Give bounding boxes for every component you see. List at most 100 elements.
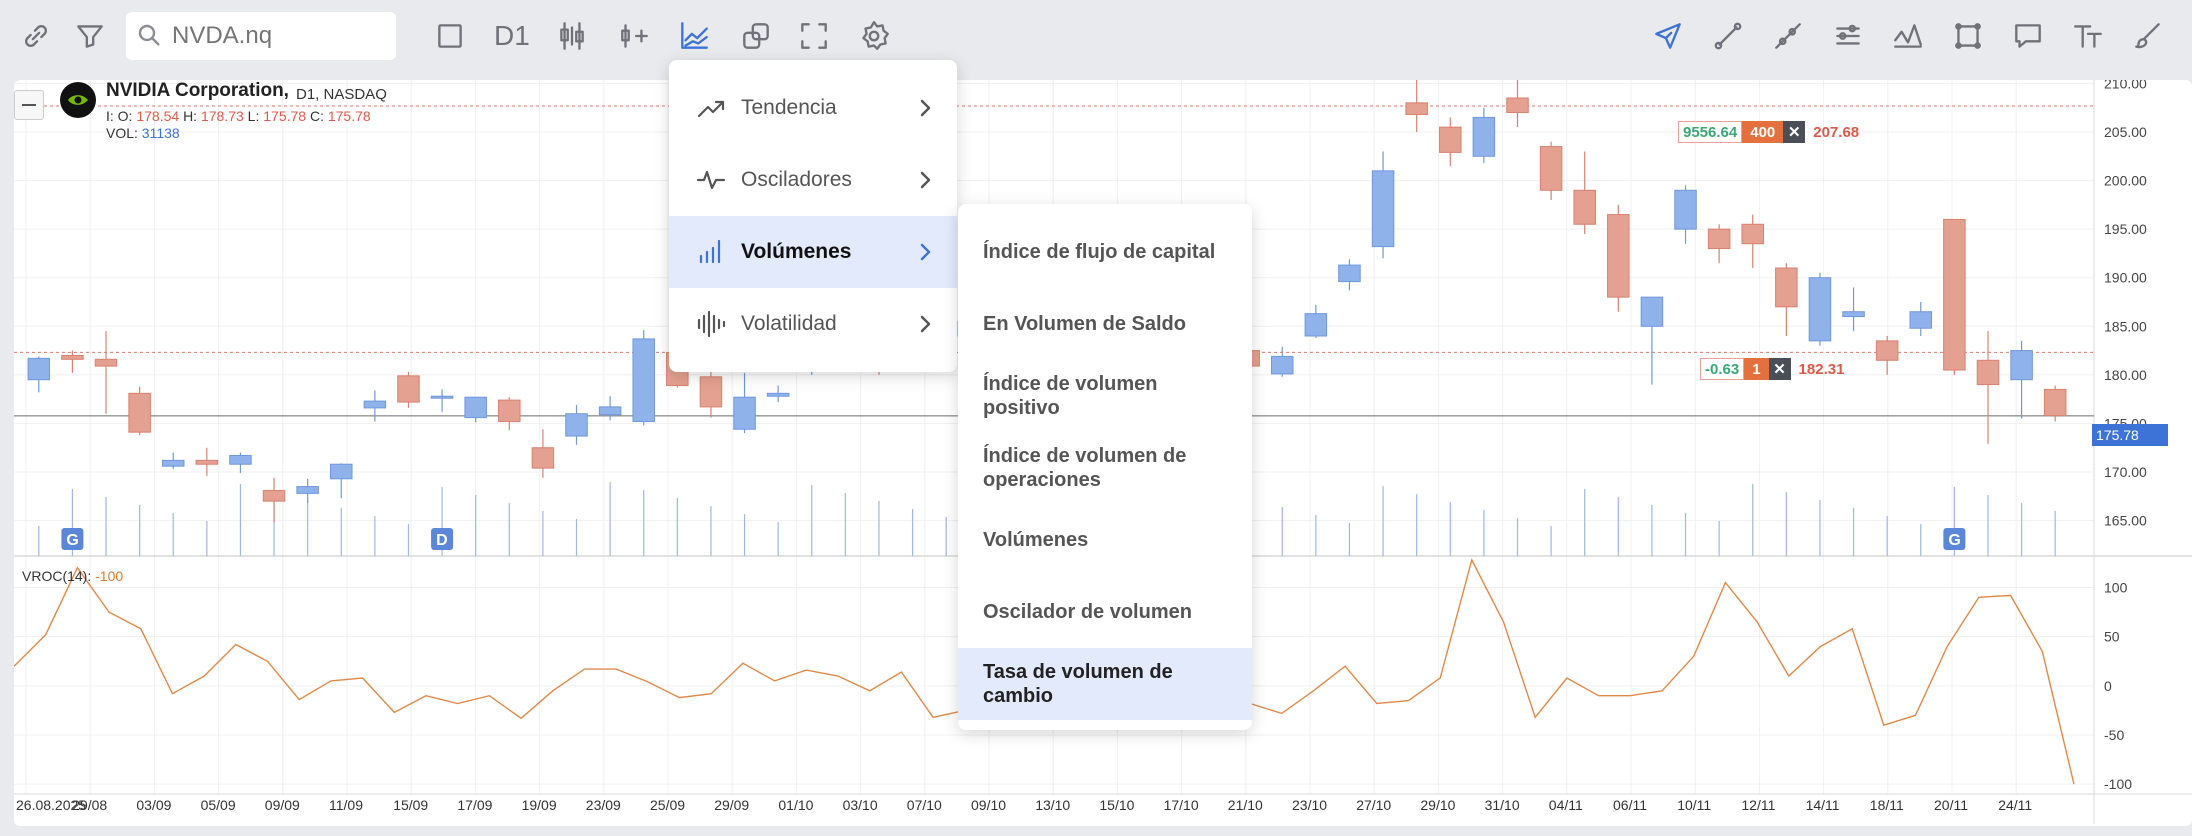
x-tick-label: 10/11 bbox=[1677, 797, 1711, 813]
candle-body bbox=[1943, 218, 1966, 371]
y-tick-label: 195.00 bbox=[2104, 221, 2147, 237]
submenu-item[interactable]: En Volumen de Saldo bbox=[983, 313, 1186, 335]
x-tick-label: 29/08 bbox=[72, 797, 107, 813]
osc-y-tick-label: 50 bbox=[2104, 629, 2120, 645]
add-indicator-icon[interactable] bbox=[612, 14, 656, 58]
candle-body bbox=[1741, 223, 1764, 245]
event-marker-label: D bbox=[436, 532, 448, 549]
candle-body bbox=[1506, 97, 1529, 114]
oscillator-icon bbox=[695, 164, 727, 196]
channel-icon[interactable] bbox=[1826, 14, 1870, 58]
x-tick-label: 14/11 bbox=[1806, 797, 1840, 813]
vroc-indicator-label: VROC(14): -100 bbox=[22, 568, 123, 584]
candle-body bbox=[1439, 126, 1462, 153]
gear-icon[interactable] bbox=[852, 14, 896, 58]
menu-item-osciladores[interactable]: Osciladores bbox=[669, 144, 957, 216]
submenu-item[interactable]: Índice de volumen positivo bbox=[983, 373, 1158, 419]
ohlc-close: 175.78 bbox=[327, 108, 371, 124]
wave-icon[interactable] bbox=[1886, 14, 1930, 58]
x-tick-label: 15/09 bbox=[393, 797, 428, 813]
candlestick-icon[interactable] bbox=[550, 14, 594, 58]
line-icon[interactable] bbox=[1706, 14, 1750, 58]
submenu-item[interactable]: Índice de flujo de capital bbox=[983, 241, 1216, 263]
y-tick-label: 185.00 bbox=[2104, 318, 2147, 334]
indicators-icon[interactable] bbox=[672, 14, 716, 58]
fullscreen-icon[interactable] bbox=[792, 14, 836, 58]
rectangle-icon[interactable] bbox=[1946, 14, 1990, 58]
candle-body bbox=[2043, 388, 2067, 417]
order-qty[interactable]: 1 bbox=[1744, 358, 1769, 380]
y-tick-label: 200.00 bbox=[2104, 173, 2147, 189]
order-qty[interactable]: 400 bbox=[1742, 121, 1784, 143]
candle-body bbox=[1707, 228, 1731, 250]
event-marker bbox=[61, 528, 84, 550]
submenu-item[interactable]: Oscilador de volumen bbox=[983, 601, 1192, 623]
ohlc-values: I: O: 178.54 H: 178.73 L: 175.78 C: 175.… bbox=[106, 108, 371, 124]
filter-icon[interactable] bbox=[68, 14, 112, 58]
vroc-name: VROC(14): bbox=[22, 568, 92, 584]
candle-body bbox=[1808, 277, 1832, 342]
instrument-meta: D1, NASDAQ bbox=[296, 86, 387, 103]
candle-body bbox=[1270, 355, 1294, 375]
candle-body bbox=[161, 459, 185, 467]
y-tick-label: 190.00 bbox=[2104, 270, 2147, 286]
candle-body bbox=[397, 375, 420, 403]
volume-value: VOL: 31138 bbox=[106, 125, 180, 141]
close-order-icon[interactable]: ✕ bbox=[1768, 358, 1791, 380]
candle-body bbox=[1338, 264, 1361, 283]
order-price[interactable]: 9556.64 bbox=[1678, 121, 1743, 143]
x-tick-label: 09/09 bbox=[265, 797, 300, 813]
close-order-icon[interactable]: ✕ bbox=[1783, 121, 1806, 143]
link-icon[interactable] bbox=[14, 14, 58, 58]
y-tick-label: 205.00 bbox=[2104, 124, 2147, 140]
candle-body bbox=[1909, 311, 1933, 329]
volume-number: 31138 bbox=[141, 125, 180, 141]
x-tick-label: 12/11 bbox=[1741, 797, 1775, 813]
search-box[interactable] bbox=[126, 12, 396, 60]
candle-body bbox=[1405, 102, 1428, 116]
candle-body bbox=[128, 392, 151, 433]
submenu-item-selected[interactable]: Tasa de volumen de cambio bbox=[958, 648, 1252, 720]
x-tick-label: 09/10 bbox=[971, 797, 1006, 813]
period-selector[interactable]: D1 bbox=[494, 20, 530, 51]
candle-body bbox=[598, 406, 622, 416]
ray-icon[interactable] bbox=[1766, 14, 1810, 58]
order-level: 182.31 bbox=[1798, 360, 1845, 378]
volume-label: VOL: bbox=[106, 125, 138, 141]
order-tag[interactable]: 9556.64 400 ✕ 207.68 bbox=[1678, 121, 1859, 143]
x-tick-label: 04/11 bbox=[1549, 797, 1583, 813]
search-input[interactable] bbox=[172, 22, 392, 50]
candle-body bbox=[1472, 116, 1496, 157]
submenu-item[interactable]: Volúmenes bbox=[983, 529, 1089, 551]
menu-item-label: Osciladores bbox=[741, 168, 852, 191]
brush-icon[interactable] bbox=[2126, 14, 2170, 58]
ohlc-open: 178.54 bbox=[136, 108, 180, 124]
comment-icon[interactable] bbox=[2006, 14, 2050, 58]
volume-icon bbox=[695, 236, 727, 268]
candle-body bbox=[27, 357, 51, 381]
menu-item-label: Volúmenes bbox=[741, 240, 852, 263]
compare-icon[interactable] bbox=[734, 14, 778, 58]
candle-body bbox=[766, 392, 790, 397]
candle-body bbox=[296, 486, 319, 494]
x-tick-label: 05/09 bbox=[201, 797, 236, 813]
collapse-button[interactable] bbox=[14, 90, 44, 120]
x-tick-label: 21/10 bbox=[1228, 797, 1263, 813]
text-icon[interactable] bbox=[2066, 14, 2110, 58]
x-tick-label: 03/09 bbox=[136, 797, 171, 813]
order-price[interactable]: -0.63 bbox=[1700, 358, 1745, 380]
send-icon[interactable] bbox=[1646, 14, 1690, 58]
x-tick-label: 17/10 bbox=[1164, 797, 1199, 813]
candle-body bbox=[262, 489, 286, 502]
candle-body bbox=[1640, 296, 1664, 327]
candle-body bbox=[1607, 214, 1630, 298]
order-tag[interactable]: -0.63 1 ✕ 182.31 bbox=[1700, 358, 1844, 380]
candle-body bbox=[498, 399, 521, 422]
menu-item-volatilidad[interactable]: Volatilidad bbox=[669, 288, 957, 360]
menu-item-volumenes[interactable]: Volúmenes bbox=[669, 216, 957, 288]
square-icon[interactable] bbox=[428, 14, 472, 58]
x-tick-label: 19/09 bbox=[522, 797, 557, 813]
menu-item-tendencia[interactable]: Tendencia bbox=[669, 72, 957, 144]
candle-body bbox=[565, 413, 588, 437]
submenu-item[interactable]: Índice de volumen de operaciones bbox=[983, 445, 1187, 491]
